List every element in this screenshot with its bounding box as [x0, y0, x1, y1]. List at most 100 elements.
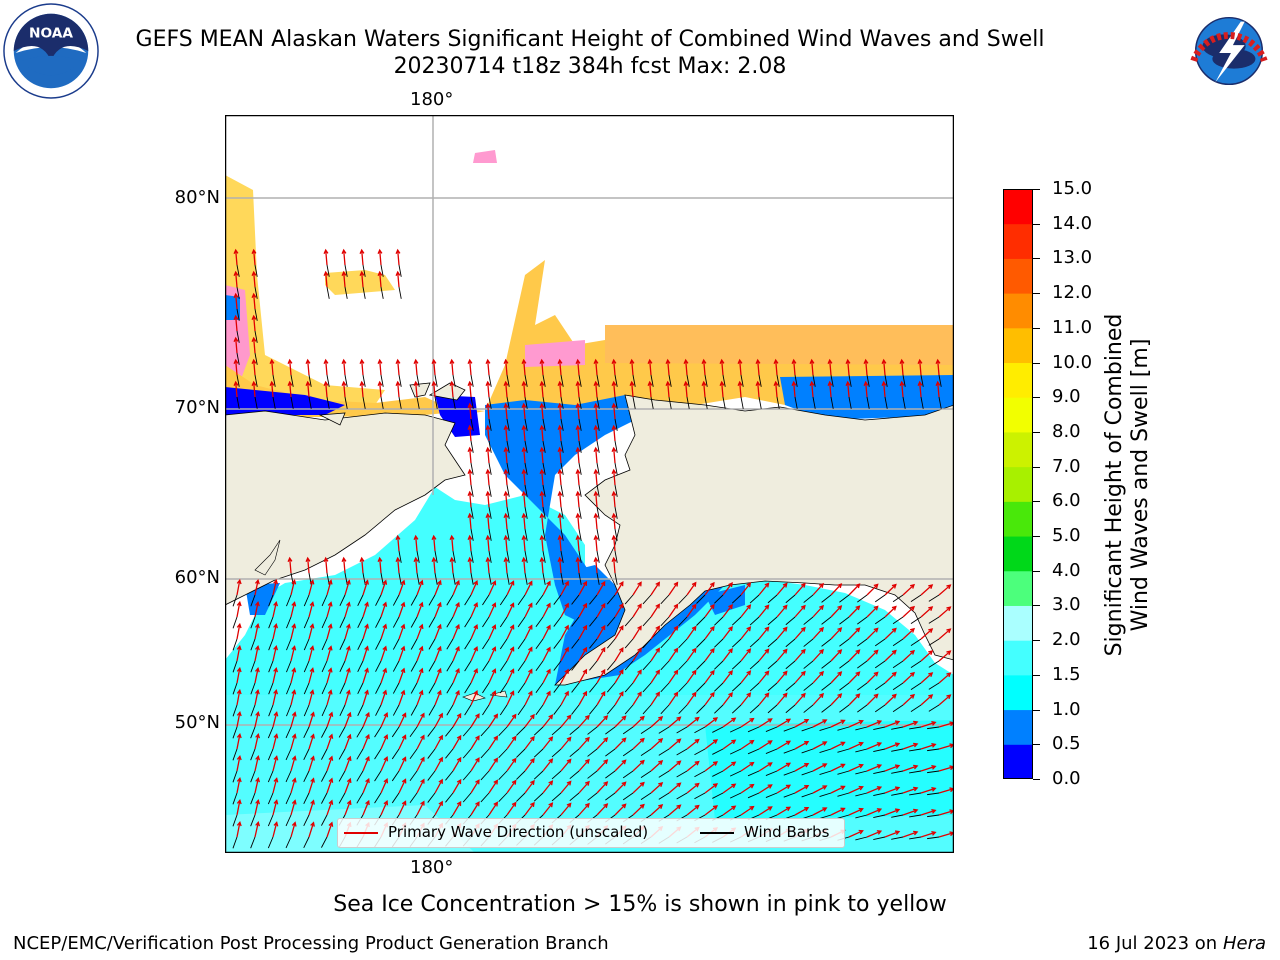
- wind-barb: [596, 462, 600, 475]
- wind-barb: [642, 660, 652, 671]
- wave-direction-arrow: [361, 360, 364, 376]
- wave-arrow-head: [401, 756, 407, 762]
- wind-barb: [303, 704, 310, 717]
- wind-barb: [398, 286, 402, 299]
- wave-direction-arrow: [452, 624, 460, 640]
- wave-arrow-head: [822, 807, 828, 812]
- wave-arrow-head: [310, 777, 315, 783]
- wave-direction-arrow: [235, 294, 238, 310]
- colorbar-cell: [1003, 466, 1033, 502]
- wind-barb: [928, 704, 940, 712]
- wave-direction-arrow: [326, 646, 332, 662]
- wind-barb: [747, 726, 760, 733]
- wave-arrow-head: [530, 735, 535, 742]
- wave-direction-arrow: [487, 360, 490, 376]
- wave-arrow-head: [564, 690, 569, 696]
- wave-arrow-head: [746, 582, 752, 588]
- wave-arrow-head: [582, 646, 588, 652]
- wind-barb: [776, 374, 780, 387]
- colorbar-tick-label: 1.0: [1052, 698, 1081, 720]
- wind-barb: [488, 528, 492, 541]
- wind-barb: [696, 660, 706, 670]
- wave-arrow-head: [575, 358, 581, 364]
- wind-barb: [830, 396, 834, 409]
- wind-barb: [830, 374, 834, 387]
- wave-arrow-head: [764, 604, 770, 610]
- wave-direction-arrow: [344, 778, 351, 794]
- wind-barb: [428, 638, 436, 650]
- wave-direction-arrow: [380, 668, 387, 684]
- wind-barb: [236, 396, 240, 409]
- wave-arrow-head: [456, 800, 462, 807]
- wave-direction-arrow: [614, 759, 627, 772]
- wave-direction-arrow: [613, 382, 616, 398]
- colorbar-tick-label: 11.0: [1052, 316, 1093, 338]
- wind-barb: [803, 704, 814, 713]
- wind-barb: [686, 396, 690, 409]
- wave-direction-arrow: [559, 536, 562, 552]
- wave-arrow-head: [548, 780, 554, 786]
- wind-barb: [767, 682, 778, 692]
- wave-arrow-head: [785, 806, 792, 812]
- wave-direction-arrow: [469, 558, 472, 574]
- wave-arrow-head: [655, 581, 660, 587]
- wind-barb: [410, 616, 418, 628]
- wave-arrow-head: [611, 490, 617, 496]
- wave-direction-arrow: [577, 448, 580, 464]
- wave-arrow-head: [611, 380, 617, 386]
- wave-arrow-head: [233, 314, 239, 320]
- wave-arrow-head: [639, 759, 645, 765]
- wind-barb: [434, 572, 438, 585]
- wind-barb: [596, 572, 600, 585]
- wave-arrow-head: [305, 380, 311, 386]
- wind-barb: [551, 792, 562, 802]
- colorbar-cell: [1003, 397, 1033, 433]
- wave-direction-arrow: [505, 448, 508, 464]
- wave-direction-arrow: [794, 719, 809, 728]
- colorbar-label-line1: Significant Height of Combined: [1102, 313, 1127, 657]
- wind-barb: [678, 704, 688, 714]
- wind-barb: [910, 682, 922, 690]
- wave-arrow-head: [873, 693, 879, 699]
- wind-barb: [551, 770, 562, 780]
- wave-arrow-head: [377, 358, 383, 364]
- wave-direction-legend-line: [344, 832, 378, 834]
- wave-arrow-head: [676, 782, 682, 788]
- colorbar-tick-label: 3.0: [1052, 594, 1081, 616]
- wave-direction-arrow: [848, 742, 863, 750]
- wind-barb: [392, 704, 400, 716]
- wave-direction-arrow: [398, 735, 407, 750]
- wave-arrow-head: [655, 669, 660, 675]
- wave-arrow-head: [676, 760, 682, 766]
- wave-arrow-head: [539, 358, 545, 364]
- wind-barb: [375, 616, 382, 628]
- wave-direction-arrow: [938, 694, 951, 706]
- wind-barb: [694, 726, 706, 734]
- wave-arrow-head: [359, 556, 365, 562]
- wave-arrow-head: [509, 690, 515, 696]
- noaa-logo: NOAA: [3, 3, 99, 99]
- wind-barb: [392, 638, 400, 650]
- wave-arrow-head: [420, 800, 425, 806]
- wave-arrow-head: [456, 756, 462, 763]
- wave-direction-arrow: [307, 558, 310, 574]
- wind-barb: [286, 638, 292, 651]
- wind-barb: [232, 814, 238, 827]
- wind-barb: [416, 374, 420, 387]
- wave-arrow-head: [731, 739, 737, 745]
- wave-arrow-head: [840, 741, 846, 747]
- wave-arrow-head: [251, 358, 257, 364]
- wave-arrow-head: [881, 358, 887, 364]
- wave-direction-arrow: [380, 624, 387, 640]
- wave-arrow-head: [621, 781, 627, 787]
- wave-arrow-head: [493, 779, 499, 785]
- wave-direction-arrow: [902, 650, 915, 662]
- wave-direction-arrow: [308, 602, 314, 618]
- wave-direction-arrow: [883, 382, 886, 398]
- wind-barb: [321, 770, 328, 782]
- wind-barb: [357, 616, 364, 628]
- wind-barb: [696, 594, 706, 604]
- wind-barb: [303, 616, 310, 629]
- wave-arrow-head: [528, 668, 533, 674]
- wave-arrow-head: [600, 602, 606, 609]
